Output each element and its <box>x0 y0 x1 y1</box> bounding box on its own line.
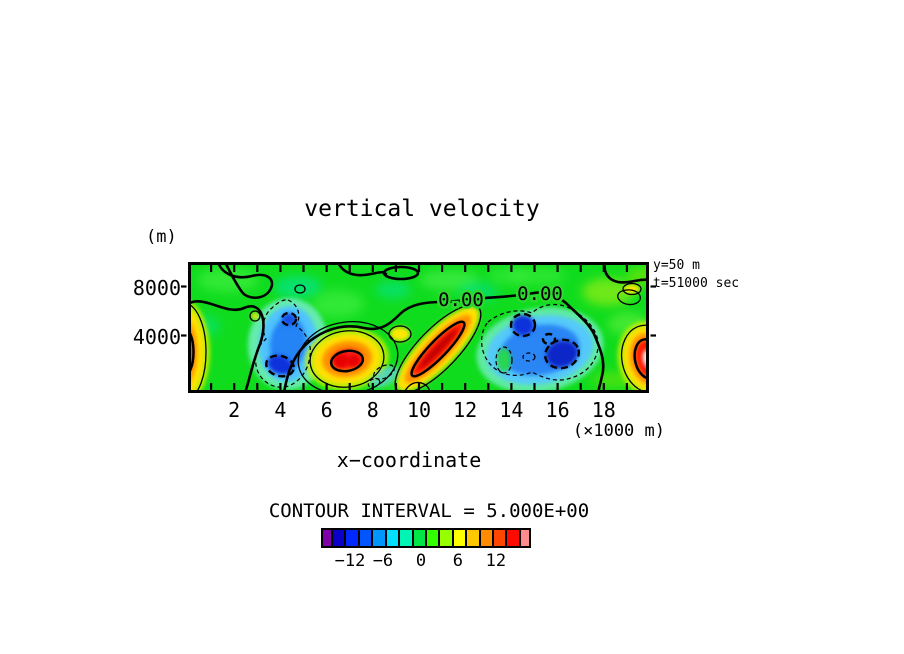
colorbar-cell <box>440 530 454 546</box>
zero-contour-label: 0.00 <box>517 283 563 305</box>
slice-annotation: y=50 m <box>653 258 700 273</box>
colorbar-tick-label: −6 <box>372 551 394 571</box>
y-tick-label: 4000 <box>132 324 181 349</box>
colorbar-tick-label: 6 <box>452 551 464 571</box>
colorbar-tick-label: 12 <box>485 551 507 571</box>
colorbar-cell <box>386 530 401 546</box>
chart-title: vertical velocity <box>304 196 540 222</box>
plot-border <box>188 262 649 393</box>
x-tick-label: 14 <box>499 398 524 422</box>
x-tick-label: 10 <box>406 398 432 422</box>
colorbar-tick-label: −12 <box>334 551 366 571</box>
x-tick-label: 18 <box>591 398 616 422</box>
x-axis-label: x−coordinate <box>336 448 482 472</box>
zero-contour-label: 0.00 <box>438 289 484 311</box>
colorbar-tick-label: 0 <box>415 551 427 571</box>
downdraft-a-core2 <box>282 313 296 325</box>
colorbar-cell <box>346 530 360 546</box>
axis-minor-ticks <box>210 264 628 391</box>
background-patch <box>198 268 258 292</box>
x-tick-label: 16 <box>545 398 570 422</box>
colorbar-cell <box>507 530 521 546</box>
x-tick-label: 6 <box>320 398 333 422</box>
background-patch <box>274 276 322 298</box>
time-annotation: t=51000 sec <box>653 276 740 291</box>
colorbar-cell <box>467 530 481 546</box>
axis-y-ticks <box>181 285 656 337</box>
colorbar <box>321 528 531 548</box>
background-patch <box>582 278 634 306</box>
colorbar-cell <box>400 530 414 546</box>
contour-plot: 0.00 0.00 <box>181 262 656 393</box>
x-tick-label: 8 <box>366 398 379 422</box>
updraft-streak <box>397 306 479 392</box>
x-tick-label: 4 <box>274 398 287 422</box>
downdraft-fringe-left <box>369 366 399 388</box>
background-patch <box>375 281 411 299</box>
colorbar-cell <box>333 530 347 546</box>
yellow-dot <box>251 312 259 320</box>
y-axis-unit-label: (m) <box>146 227 177 247</box>
contour-interval-label: CONTOUR INTERVAL = 5.000E+00 <box>268 500 590 522</box>
colorbar-cell <box>494 530 508 546</box>
contour-lines <box>188 262 649 393</box>
updraft-b-core2 <box>347 355 361 367</box>
colorbar-cell <box>480 530 495 546</box>
x-tick-labels: 2 4 6 8 10 12 14 16 18 <box>0 398 904 424</box>
x-tick-label: 12 <box>453 398 478 422</box>
colorbar-cell <box>520 530 529 546</box>
x-axis-unit-label: (×1000 m) <box>572 421 665 441</box>
downdraft-b-core1 <box>512 315 534 335</box>
y-tick-labels: 8000 4000 <box>101 0 181 654</box>
colorbar-cell <box>453 530 468 546</box>
background-patch <box>312 290 364 318</box>
y-tick-label: 8000 <box>132 275 181 300</box>
yellow-spot <box>390 327 410 341</box>
background-patch <box>488 268 528 284</box>
downdraft-b-hole <box>497 348 511 372</box>
downdraft-b-core2 <box>546 340 578 368</box>
colorbar-cell <box>359 530 374 546</box>
colorbar-cell <box>413 530 427 546</box>
downdraft-a-core <box>267 355 293 375</box>
x-tick-label: 2 <box>228 398 241 422</box>
velocity-features <box>188 284 649 393</box>
colorbar-cell <box>323 530 333 546</box>
updraft-b-core <box>333 353 349 369</box>
colorbar-labels: −12 −6 0 6 12 <box>321 551 531 573</box>
colorbar-cell <box>373 530 387 546</box>
colorbar-cell <box>426 530 441 546</box>
